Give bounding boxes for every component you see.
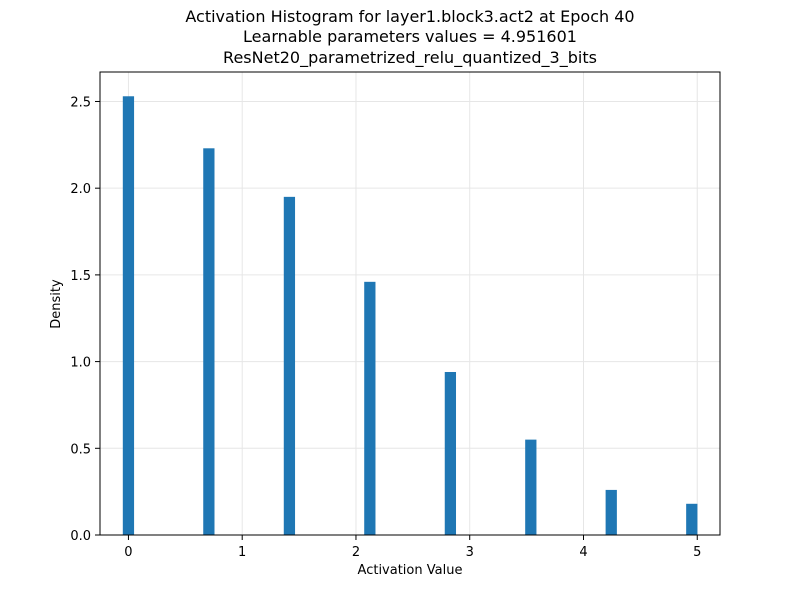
y-tick-label-2: 1.0 [70, 356, 91, 371]
tick-labels: 0 1 2 3 4 5 0.0 0.5 1.0 1.5 2.0 2.5 [70, 95, 701, 560]
histogram-bar-2 [283, 196, 296, 535]
y-tick-label-3: 1.5 [70, 269, 91, 284]
x-tick-label-0: 0 [124, 545, 132, 560]
chart-title-line-2: Learnable parameters values = 4.951601 [243, 27, 577, 46]
y-axis-label: Density [49, 279, 64, 329]
histogram-bar-6 [605, 489, 617, 535]
x-tick-label-4: 4 [579, 545, 587, 560]
histogram-bar-0 [122, 96, 135, 535]
chart-title-line-3: ResNet20_parametrized_relu_quantized_3_b… [223, 48, 597, 68]
histogram-bar-5 [525, 439, 537, 535]
histogram-bars [122, 96, 698, 535]
histogram-bar-3 [364, 281, 376, 535]
x-tick-label-2: 2 [352, 545, 360, 560]
axes [95, 71, 721, 540]
x-tick-label-1: 1 [238, 545, 246, 560]
y-tick-label-4: 2.0 [70, 182, 91, 197]
histogram-bar-4 [444, 371, 457, 535]
chart-title-line-1: Activation Histogram for layer1.block3.a… [185, 7, 634, 26]
plot-frame [99, 71, 721, 536]
y-tick-label-0: 0.0 [70, 529, 91, 544]
x-tick-label-3: 3 [466, 545, 474, 560]
x-axis-label: Activation Value [358, 563, 463, 578]
histogram-bar-7 [686, 503, 698, 535]
y-tick-label-5: 2.5 [70, 95, 91, 110]
y-tick-label-1: 0.5 [70, 442, 91, 457]
x-tick-label-5: 5 [693, 545, 701, 560]
grid-lines [100, 72, 720, 536]
histogram-bar-1 [203, 148, 215, 535]
